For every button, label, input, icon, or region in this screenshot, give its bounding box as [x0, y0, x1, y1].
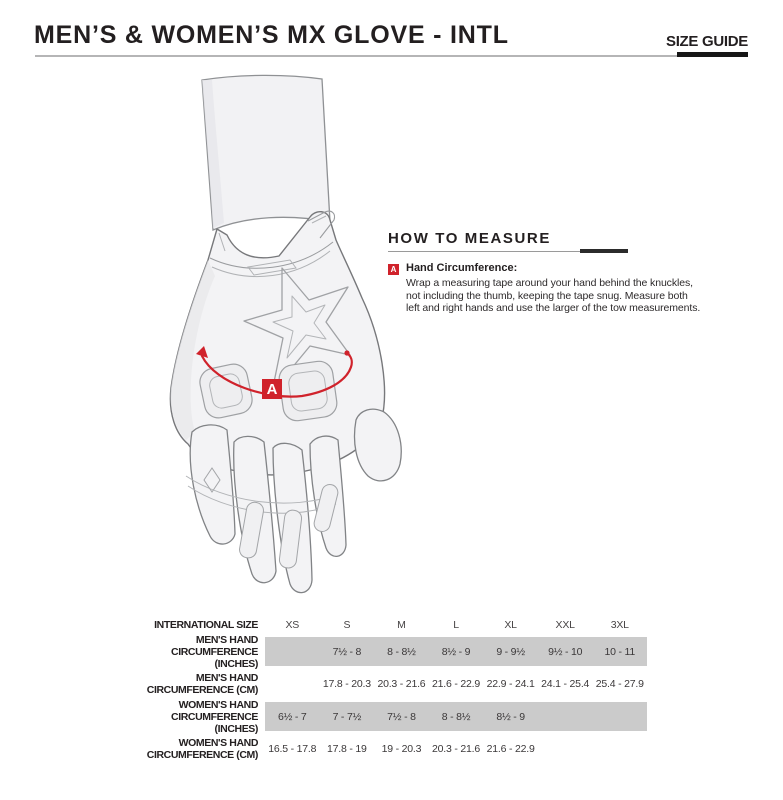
row-label-line1: MEN'S HAND: [195, 672, 258, 684]
cell: 16.5 - 17.8: [268, 742, 317, 755]
cuff-horn-line: [218, 232, 226, 252]
cell: 22.9 - 24.1: [486, 678, 535, 690]
cell: 20.3 - 21.6: [432, 742, 481, 755]
row-label-line1: WOMEN'S HAND: [178, 698, 259, 711]
row-label: WOMEN'S HAND CIRCUMFERENCE (CM): [140, 737, 265, 761]
cell: 17.8 - 19: [327, 742, 367, 755]
cell: 7½ - 8: [387, 710, 416, 723]
cell: 17.8 - 20.3: [322, 678, 371, 690]
cuff-strap-inner: [311, 215, 327, 224]
cell: 21.6 - 22.9: [432, 678, 481, 690]
ring-finger-pad: [239, 501, 264, 559]
cell: 8½ - 9: [496, 710, 525, 723]
size-guide-tab[interactable]: SIZE GUIDE: [665, 33, 748, 50]
cell: 6½ - 7: [278, 710, 307, 723]
cell: 21.6 - 22.9: [486, 742, 535, 755]
measure-marker-label: A: [267, 381, 278, 398]
header-divider-accent: [677, 52, 748, 57]
cuff-panel: [247, 259, 297, 276]
how-to-measure-heading: HOW TO MEASURE: [388, 230, 551, 247]
row-cells: 16.5 - 17.8 17.8 - 19 19 - 20.3 20.3 - 2…: [265, 731, 647, 766]
hand-circumference-text-line1: Wrap a measuring tape around your hand b…: [406, 277, 693, 289]
middle-finger-pad: [278, 509, 303, 569]
table-row-womens-cm: WOMEN'S HAND CIRCUMFERENCE (CM) 16.5 - 1…: [140, 731, 647, 766]
hand-circumference-title: Hand Circumference:: [406, 262, 518, 274]
row-label-line2: CIRCUMFERENCE (INCHES): [171, 645, 258, 670]
glove-illustration: A: [169, 74, 402, 594]
page-title: MEN’S & WOMEN’S MX GLOVE - INTL: [34, 21, 509, 49]
row-label-line2: CIRCUMFERENCE (CM): [146, 684, 259, 696]
hand-left-shade: [170, 260, 215, 440]
table-row-mens-cm: MEN'S HAND CIRCUMFERENCE (CM) 17.8 - 20.…: [140, 666, 647, 702]
row-label: MEN'S HAND CIRCUMFERENCE (CM): [140, 672, 265, 696]
size-table-header-row: INTERNATIONAL SIZE XS S M L XL XXL 3XL: [140, 612, 647, 637]
how-to-measure-divider: [388, 251, 628, 252]
size-col-l: L: [453, 618, 459, 631]
header-divider: [35, 55, 748, 57]
size-table: INTERNATIONAL SIZE XS S M L XL XXL 3XL M…: [140, 612, 647, 766]
row-cells: 17.8 - 20.3 20.3 - 21.6 21.6 - 22.9 22.9…: [265, 666, 647, 702]
cell: 7½ - 8: [332, 645, 362, 658]
hand-circumference-text-line2: not including the thumb, keeping the tap…: [406, 289, 688, 302]
row-label: MEN'S HAND CIRCUMFERENCE (INCHES): [140, 634, 265, 670]
arm-shade: [202, 80, 224, 228]
cell: 25.4 - 27.9: [595, 678, 644, 690]
size-col-xl: XL: [504, 618, 517, 631]
size-col-m: M: [397, 618, 406, 631]
star-logo-outer: [243, 267, 351, 393]
row-cells: 6½ - 7 7 - 7½ 7½ - 8 8 - 8½ 8½ - 9: [265, 702, 647, 731]
star-logo-inner: [272, 295, 327, 359]
table-row-womens-inches: WOMEN'S HAND CIRCUMFERENCE (INCHES) 6½ -…: [140, 699, 647, 735]
size-col-3xl: 3XL: [610, 618, 629, 631]
thumb: [353, 408, 402, 482]
table-row-mens-inches: MEN'S HAND CIRCUMFERENCE (INCHES) 7½ - 8…: [140, 634, 647, 670]
cell: 8½ - 9: [441, 645, 471, 658]
cuff-seam-2: [211, 250, 331, 277]
cell: 7 - 7½: [332, 710, 362, 723]
cell: 19 - 20.3: [381, 742, 422, 755]
size-table-header-cells: XS S M L XL XXL 3XL: [265, 612, 647, 637]
finger-pinky: [189, 424, 236, 545]
cuff-seam: [209, 241, 334, 269]
measure-tape-line: [200, 351, 353, 398]
hand-circumference-text-line3: left and right hands and use the larger …: [406, 302, 701, 314]
cell: 9 - 9½: [496, 645, 525, 658]
row-label: WOMEN'S HAND CIRCUMFERENCE (INCHES): [140, 699, 265, 735]
hand-circumference-text: Wrap a measuring tape around your hand b…: [406, 277, 700, 315]
cell: 10 - 11: [604, 645, 636, 658]
cell: 20.3 - 21.6: [377, 678, 426, 690]
index-finger-pad: [313, 483, 339, 533]
measure-marker-a: [262, 379, 282, 399]
cell: 24.1 - 25.4: [541, 678, 590, 690]
cell: 8 - 8½: [441, 710, 471, 723]
row-label-line1: WOMEN'S HAND: [178, 736, 259, 749]
size-col-s: S: [343, 618, 351, 631]
cell: 8 - 8½: [387, 645, 416, 658]
hand-circumference-badge: A: [388, 264, 399, 275]
how-to-measure-divider-accent: [580, 249, 628, 253]
knuckle-pad-left: [199, 363, 253, 419]
measure-tape-endpoint: [344, 350, 350, 356]
row-cells: 7½ - 8 8 - 8½ 8½ - 9 9 - 9½ 9½ - 10 10 -…: [265, 637, 647, 666]
pinky-star-detail: [203, 467, 221, 493]
measure-tape-arrowhead: [196, 346, 208, 358]
size-col-xxl: XXL: [555, 618, 575, 631]
row-label-line2: CIRCUMFERENCE (INCHES): [171, 710, 258, 735]
row-label-line1: MEN'S HAND: [195, 633, 258, 646]
size-col-xs: XS: [285, 618, 300, 631]
cuff-strap: [307, 210, 336, 239]
cell: 9½ - 10: [548, 645, 583, 658]
row-label-line2: CIRCUMFERENCE (CM): [146, 748, 259, 761]
size-table-header-label: INTERNATIONAL SIZE: [154, 618, 258, 631]
knuckle-pad-right: [278, 360, 338, 422]
